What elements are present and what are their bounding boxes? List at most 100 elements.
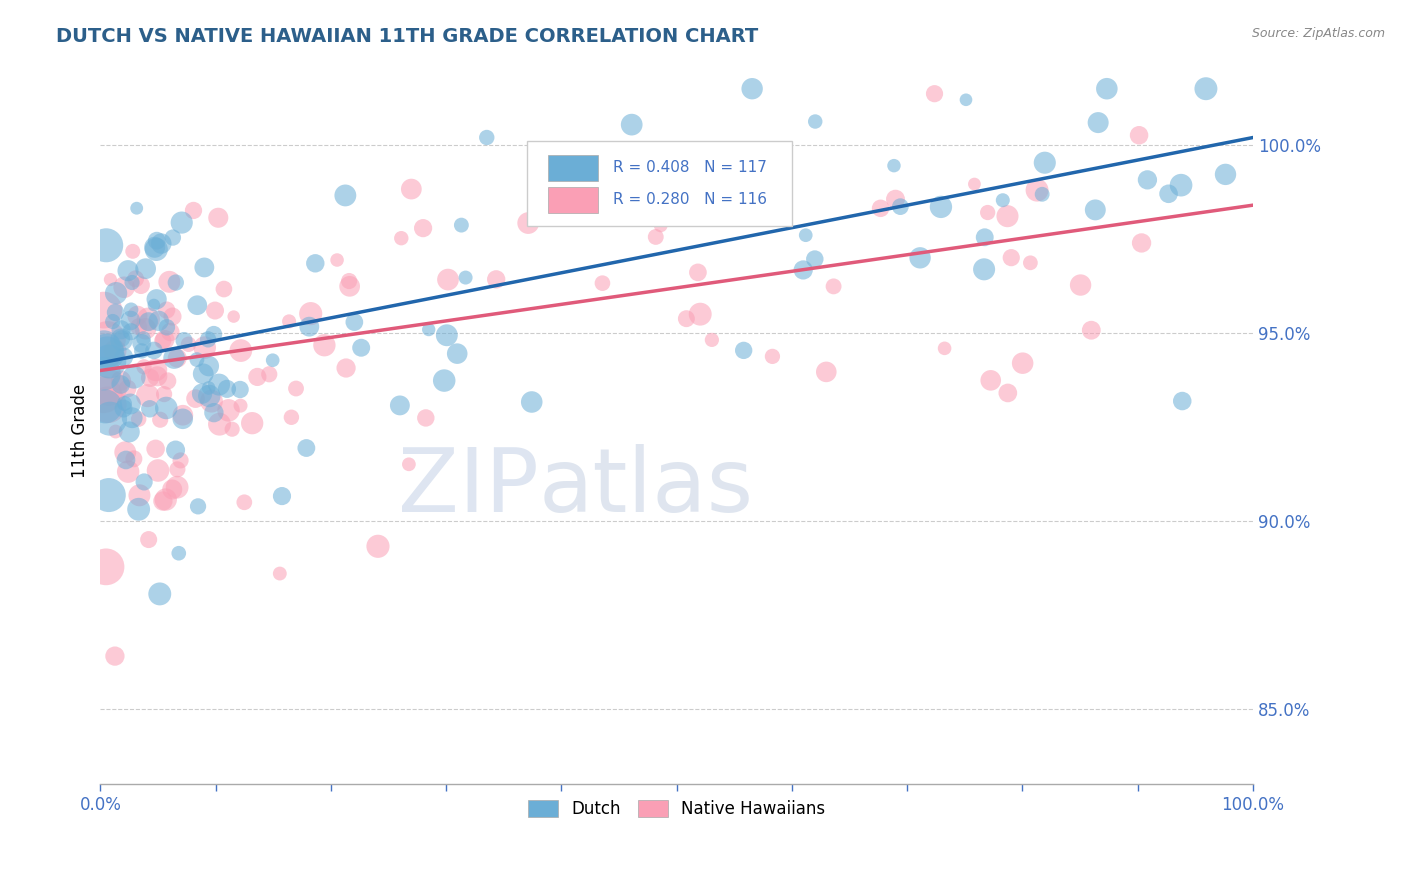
Point [973,262,995,277]
Point [159,325,181,339]
Point [111,332,134,346]
Point [110,377,132,392]
Point [163,351,186,365]
Point [1171,394,1194,409]
Point [104,649,127,664]
Point [117,263,139,277]
Point [997,209,1019,223]
Point [169,453,191,467]
Point [146,463,169,477]
Point [733,343,755,358]
Point [172,409,194,423]
Point [153,333,176,347]
Point [112,280,135,294]
Point [120,397,142,411]
Point [193,260,215,275]
Point [1136,173,1159,187]
Point [1031,187,1053,202]
Point [388,398,411,412]
Point [186,352,208,367]
Point [128,412,150,426]
Point [869,202,891,216]
Point [212,282,235,296]
Point [295,441,318,455]
Point [700,333,723,347]
Point [122,370,145,384]
Point [1000,251,1022,265]
Point [1026,183,1049,197]
Point [207,211,229,225]
Point [197,359,219,373]
Point [165,443,187,458]
Point [314,338,336,352]
Point [152,494,174,508]
Point [110,374,132,388]
Point [104,425,127,439]
Point [1080,323,1102,337]
Point [271,489,294,503]
Point [138,312,160,326]
Point [737,199,759,213]
Point [127,309,149,323]
Point [204,303,226,318]
Point [94,559,117,574]
Point [120,313,142,327]
Point [924,87,946,101]
Point [117,465,139,479]
Point [110,333,132,347]
Point [165,276,187,290]
Point [963,177,986,191]
Point [138,533,160,547]
Point [110,323,132,337]
Point [997,386,1019,401]
Point [156,374,179,388]
Point [96,238,118,252]
Point [1095,81,1118,95]
Point [155,492,177,507]
Point [1157,186,1180,201]
FancyBboxPatch shape [547,187,598,213]
Point [591,276,613,290]
Point [167,546,190,560]
Point [991,193,1014,207]
Point [1215,168,1237,182]
Point [177,337,200,351]
Point [240,416,263,430]
Point [98,354,121,368]
Point [884,192,907,206]
Point [233,495,256,509]
Point [335,361,357,376]
Point [976,205,998,219]
Point [644,230,666,244]
Point [339,279,361,293]
Point [1011,356,1033,370]
Point [221,422,243,436]
Point [124,272,146,286]
Point [136,389,159,403]
Text: DUTCH VS NATIVE HAWAIIAN 11TH GRADE CORRELATION CHART: DUTCH VS NATIVE HAWAIIAN 11TH GRADE CORR… [56,27,758,45]
Point [675,311,697,326]
Point [517,216,540,230]
Point [620,118,643,132]
Point [433,374,456,388]
Point [208,417,231,432]
Point [197,332,219,346]
Point [246,370,269,384]
Point [412,221,434,235]
Point [689,307,711,321]
Point [100,272,122,286]
Point [132,331,155,345]
Point [198,389,221,403]
Point [146,369,169,384]
Point [142,343,165,358]
Point [1128,128,1150,143]
Point [150,236,173,251]
Text: atlas: atlas [538,443,754,531]
Point [166,351,188,365]
Point [128,319,150,334]
Point [446,346,468,360]
Point [202,327,225,342]
Point [145,442,167,456]
Point [709,172,731,186]
Point [145,292,167,306]
